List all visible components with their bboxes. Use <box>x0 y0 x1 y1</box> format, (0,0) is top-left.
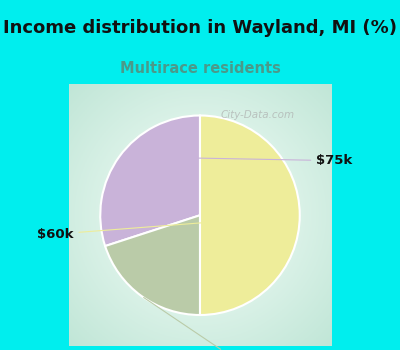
Text: $75k: $75k <box>122 154 352 167</box>
Text: $60k: $60k <box>37 216 297 241</box>
Text: $50k: $50k <box>144 298 255 350</box>
Text: Income distribution in Wayland, MI (%): Income distribution in Wayland, MI (%) <box>3 19 397 37</box>
Wedge shape <box>105 215 200 315</box>
Text: Multirace residents: Multirace residents <box>120 61 280 76</box>
Wedge shape <box>100 116 200 246</box>
Text: City-Data.com: City-Data.com <box>221 111 295 120</box>
Wedge shape <box>200 116 300 315</box>
